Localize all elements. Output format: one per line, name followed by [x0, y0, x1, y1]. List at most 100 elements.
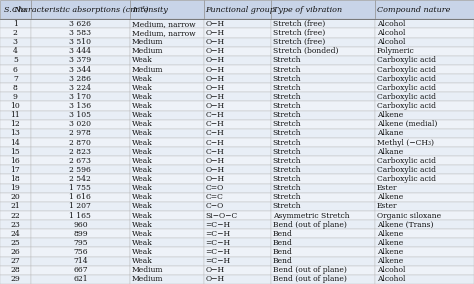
Bar	[375, 229, 474, 238]
Text: 17: 17	[10, 166, 20, 174]
Bar	[0, 110, 31, 120]
Bar	[0, 47, 31, 56]
Text: Bend: Bend	[273, 248, 293, 256]
Text: Stretch: Stretch	[273, 102, 301, 110]
Text: 1 207: 1 207	[70, 202, 91, 210]
Bar	[204, 28, 271, 37]
Text: Compound nature: Compound nature	[377, 6, 450, 14]
Text: 26: 26	[10, 248, 20, 256]
Text: =C−H: =C−H	[206, 230, 231, 238]
Bar	[130, 138, 204, 147]
Bar	[271, 174, 375, 183]
Bar	[31, 193, 130, 202]
Text: 25: 25	[10, 239, 20, 247]
Bar	[0, 0, 31, 19]
Bar	[375, 92, 474, 101]
Text: Carboxylic acid: Carboxylic acid	[377, 157, 436, 165]
Bar	[130, 193, 204, 202]
Text: Alkene (Trans): Alkene (Trans)	[377, 221, 433, 229]
Text: S. No: S. No	[4, 6, 27, 14]
Text: 3: 3	[13, 38, 18, 46]
Text: 23: 23	[10, 221, 20, 229]
Text: Stretch: Stretch	[273, 202, 301, 210]
Text: C−H: C−H	[206, 139, 224, 147]
Text: 1: 1	[13, 20, 18, 28]
Text: 2 870: 2 870	[70, 139, 91, 147]
Bar	[375, 156, 474, 165]
Bar	[0, 211, 31, 220]
Text: Alkene: Alkene	[377, 193, 403, 201]
Bar	[0, 129, 31, 138]
Text: Bend (out of plane): Bend (out of plane)	[273, 275, 346, 283]
Text: 28: 28	[10, 266, 20, 274]
Text: Weak: Weak	[132, 248, 153, 256]
Bar	[204, 138, 271, 147]
Text: Stretch (free): Stretch (free)	[273, 20, 325, 28]
Bar	[31, 266, 130, 275]
Bar	[204, 37, 271, 47]
Bar	[375, 28, 474, 37]
Text: 1 616: 1 616	[70, 193, 91, 201]
Text: Alcohol: Alcohol	[377, 38, 405, 46]
Bar	[130, 37, 204, 47]
Bar	[375, 247, 474, 257]
Text: Stretch: Stretch	[273, 93, 301, 101]
Bar	[0, 266, 31, 275]
Bar	[204, 83, 271, 92]
Text: Weak: Weak	[132, 212, 153, 220]
Bar	[31, 65, 130, 74]
Bar	[271, 165, 375, 174]
Text: Stretch: Stretch	[273, 120, 301, 128]
Text: Stretch: Stretch	[273, 57, 301, 64]
Bar	[271, 220, 375, 229]
Text: 13: 13	[10, 130, 20, 137]
Text: Carboxylic acid: Carboxylic acid	[377, 84, 436, 92]
Text: =C−H: =C−H	[206, 257, 231, 265]
Bar	[0, 220, 31, 229]
Text: Alkene: Alkene	[377, 230, 403, 238]
Text: Stretch: Stretch	[273, 193, 301, 201]
Text: O−H: O−H	[206, 157, 225, 165]
Bar	[271, 156, 375, 165]
Text: =C−H: =C−H	[206, 239, 231, 247]
Text: 21: 21	[10, 202, 20, 210]
Text: 899: 899	[73, 230, 88, 238]
Text: 2 673: 2 673	[69, 157, 91, 165]
Bar	[0, 83, 31, 92]
Bar	[31, 202, 130, 211]
Bar	[130, 238, 204, 247]
Bar	[204, 101, 271, 110]
Bar	[0, 238, 31, 247]
Bar	[271, 0, 375, 19]
Text: 1 755: 1 755	[70, 184, 91, 192]
Bar	[0, 56, 31, 65]
Bar	[271, 183, 375, 193]
Text: Stretch (free): Stretch (free)	[273, 38, 325, 46]
Text: Weak: Weak	[132, 111, 153, 119]
Text: Carboxylic acid: Carboxylic acid	[377, 175, 436, 183]
Text: 756: 756	[73, 248, 88, 256]
Text: O−H: O−H	[206, 66, 225, 74]
Text: 9: 9	[13, 93, 18, 101]
Text: C−H: C−H	[206, 130, 224, 137]
Bar	[375, 74, 474, 83]
Bar	[204, 65, 271, 74]
Bar	[271, 275, 375, 284]
Bar	[31, 275, 130, 284]
Text: 5: 5	[13, 57, 18, 64]
Text: Stretch: Stretch	[273, 66, 301, 74]
Text: O−H: O−H	[206, 102, 225, 110]
Text: 3 626: 3 626	[69, 20, 91, 28]
Text: 12: 12	[10, 120, 20, 128]
Bar	[0, 193, 31, 202]
Text: O−H: O−H	[206, 166, 225, 174]
Text: Weak: Weak	[132, 102, 153, 110]
Text: Bend (out of plane): Bend (out of plane)	[273, 221, 346, 229]
Bar	[375, 65, 474, 74]
Bar	[130, 275, 204, 284]
Bar	[31, 211, 130, 220]
Text: Ester: Ester	[377, 184, 397, 192]
Text: 2: 2	[13, 29, 18, 37]
Bar	[130, 156, 204, 165]
Bar	[0, 74, 31, 83]
